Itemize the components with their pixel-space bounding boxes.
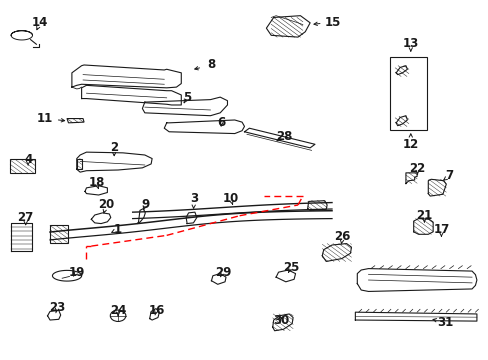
Text: 16: 16 bbox=[148, 303, 164, 316]
Text: 26: 26 bbox=[334, 230, 350, 243]
Text: 18: 18 bbox=[88, 176, 104, 189]
Bar bbox=[389, 57, 426, 130]
Bar bbox=[10, 159, 35, 173]
Text: 28: 28 bbox=[276, 130, 292, 143]
Text: 4: 4 bbox=[24, 153, 32, 166]
Text: 10: 10 bbox=[223, 193, 239, 206]
Text: 2: 2 bbox=[110, 141, 118, 154]
Text: 14: 14 bbox=[32, 15, 48, 28]
Text: 13: 13 bbox=[402, 37, 418, 50]
Text: 21: 21 bbox=[415, 208, 432, 221]
Text: 24: 24 bbox=[110, 303, 126, 316]
Text: 15: 15 bbox=[324, 15, 341, 28]
Text: 23: 23 bbox=[49, 301, 65, 314]
Text: 31: 31 bbox=[436, 316, 452, 329]
Text: 25: 25 bbox=[283, 261, 299, 274]
Text: 11: 11 bbox=[37, 112, 53, 125]
Bar bbox=[50, 225, 68, 243]
Text: 9: 9 bbox=[141, 198, 149, 211]
Text: 6: 6 bbox=[217, 116, 225, 129]
Text: 12: 12 bbox=[402, 138, 418, 151]
Text: 30: 30 bbox=[273, 314, 289, 327]
Text: 8: 8 bbox=[207, 58, 215, 72]
Text: 19: 19 bbox=[68, 266, 85, 279]
Text: 20: 20 bbox=[98, 198, 114, 211]
Text: 7: 7 bbox=[445, 169, 453, 182]
Text: 1: 1 bbox=[114, 223, 122, 236]
Text: 27: 27 bbox=[18, 211, 34, 224]
Text: 5: 5 bbox=[183, 91, 191, 104]
Text: 3: 3 bbox=[189, 193, 198, 206]
Text: 22: 22 bbox=[408, 162, 425, 175]
Text: 29: 29 bbox=[215, 266, 231, 279]
Text: 17: 17 bbox=[432, 223, 448, 236]
